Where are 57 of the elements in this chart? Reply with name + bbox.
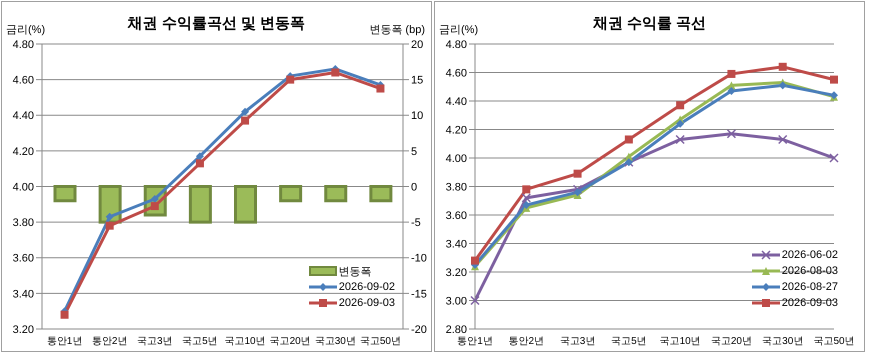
x-tick-label: 통안1년 [457, 336, 493, 348]
y-tick-label: 4.40 [446, 96, 467, 108]
legend-label: 2026-09-02 [338, 281, 395, 293]
x-tick-label: 국고10년 [224, 336, 266, 348]
x-tick-label: 국고3년 [560, 336, 596, 348]
y2-tick-label: -10 [411, 252, 427, 265]
y-tick-label: 4.00 [12, 181, 34, 194]
chart-title: 채권 수익률 곡선 [592, 15, 706, 32]
y-tick-label: 3.60 [12, 252, 34, 265]
y-tick-label: 3.80 [446, 181, 467, 194]
y-tick-label: 4.80 [446, 38, 467, 51]
chart-title: 채권 수익률곡선 및 변동폭 [128, 15, 306, 32]
y2-tick-label: 10 [411, 110, 424, 122]
x-tick-label: 국고50년 [360, 336, 401, 348]
y2-tick-label: -5 [411, 217, 421, 230]
y2-tick-label: 5 [411, 146, 418, 158]
y-tick-label: 2.80 [446, 324, 467, 336]
y-tick-label: 4.60 [12, 74, 34, 87]
x-tick-label: 국고5년 [611, 336, 647, 348]
legend-label: 2026-09-03 [338, 297, 395, 309]
legend-label: 변동폭 [338, 264, 372, 278]
x-tick-label: 국고50년 [813, 336, 855, 348]
y-tick-label: 4.60 [446, 67, 467, 80]
x-tick-label: 국고10년 [660, 336, 701, 348]
x-tick-label: 통안1년 [46, 336, 82, 348]
y-tick-label: 3.00 [446, 295, 467, 308]
legend-label: 2026-08-03 [782, 265, 838, 277]
x-tick-label: 국고5년 [182, 336, 218, 348]
y2-tick-label: -20 [411, 324, 427, 336]
x-tick-label: 통안2년 [92, 336, 128, 348]
y-tick-label: 4.00 [446, 152, 467, 165]
legend-label: 2026-08-27 [782, 281, 838, 293]
x-tick-label: 국고30년 [762, 336, 804, 348]
y-tick-label: 3.80 [12, 217, 34, 230]
y-tick-label: 4.40 [12, 110, 34, 122]
y2-tick-label: 0 [411, 181, 418, 194]
y-tick-label: 3.20 [12, 324, 34, 336]
x-tick-label: 국고3년 [137, 336, 173, 348]
y-tick-label: 4.20 [446, 124, 467, 136]
x-tick-label: 국고20년 [270, 336, 311, 348]
y2-tick-label: -15 [411, 288, 427, 300]
y2-tick-label: 20 [411, 38, 424, 51]
legend-label: 2026-09-03 [782, 297, 838, 309]
y-tick-label: 3.20 [446, 266, 467, 279]
x-tick-label: 국고30년 [314, 336, 356, 348]
legend-label: 2026-06-02 [782, 249, 838, 261]
y-tick-label: 3.40 [446, 238, 467, 250]
x-tick-label: 국고20년 [710, 336, 752, 348]
x-tick-label: 통안2년 [508, 336, 544, 348]
y-tick-label: 4.80 [12, 38, 34, 51]
y-tick-label: 4.20 [12, 146, 34, 158]
y2-tick-label: 15 [411, 74, 424, 87]
y-axis-title: 금리(%) [6, 23, 46, 37]
y-tick-label: 3.60 [446, 210, 467, 222]
y2-axis-title: 변동폭 (bp) [369, 23, 425, 37]
y-tick-label: 3.40 [12, 288, 34, 300]
y-axis-title: 금리(%) [439, 23, 478, 37]
